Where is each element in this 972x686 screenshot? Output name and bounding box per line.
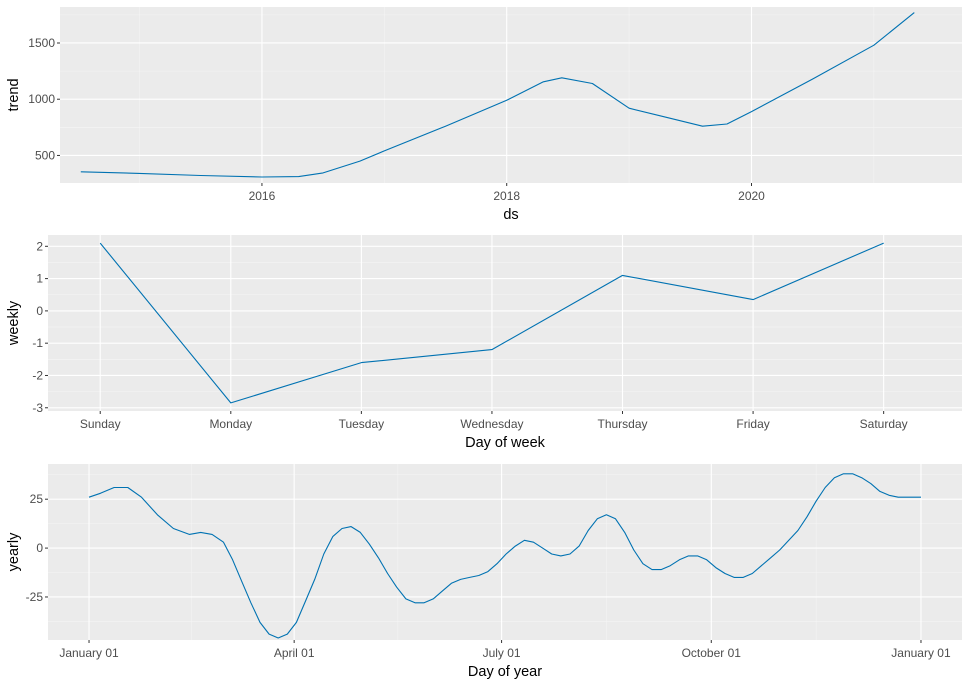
y-tick-label: 0 <box>36 304 43 318</box>
x-tick-label: April 01 <box>274 646 315 660</box>
x-tick-label: Thursday <box>597 417 647 431</box>
y-axis-title: weekly <box>6 300 22 346</box>
x-tick-label: Wednesday <box>460 417 523 431</box>
y-tick-label: 1500 <box>28 36 55 50</box>
y-axis-title: trend <box>6 78 22 111</box>
panel-background <box>48 464 962 640</box>
y-tick-label: -25 <box>26 590 44 604</box>
x-tick-label: July 01 <box>483 646 521 660</box>
series-line <box>88 473 921 639</box>
x-tick-label: Saturday <box>860 417 908 431</box>
x-tick-label: Friday <box>736 417 769 431</box>
y-tick-label: 0 <box>36 541 43 555</box>
y-tick-label: 1000 <box>28 92 55 106</box>
x-tick-label: January 01 <box>59 646 119 660</box>
series-line <box>99 242 884 404</box>
x-tick-label: October 01 <box>682 646 742 660</box>
y-tick-label: 2 <box>36 239 43 253</box>
yearly-panel: -25 0 25 January 01 April 01 July 01 October 0… <box>6 464 962 680</box>
y-tick-label: -2 <box>32 368 43 382</box>
x-axis-title: Day of year <box>468 664 542 680</box>
trend-panel: 500 1000 1500 2016 2018 2020 ds trend <box>6 7 962 223</box>
x-tick-label: Tuesday <box>339 417 385 431</box>
x-tick-label: 2020 <box>738 189 765 203</box>
y-axis-title: yearly <box>6 532 22 571</box>
x-tick-label: Sunday <box>80 417 121 431</box>
y-tick-label: 25 <box>30 492 44 506</box>
x-tick-label: January 01 <box>891 646 951 660</box>
x-axis-title: ds <box>503 207 518 223</box>
panel-background <box>60 7 962 183</box>
y-tick-label: -3 <box>32 401 43 415</box>
weekly-panel: -3 -2 -1 0 1 2 Sunday Monday Tuesday Wednesday Thu… <box>6 235 962 451</box>
x-tick-label: Monday <box>209 417 252 431</box>
series-line <box>80 12 915 178</box>
y-tick-label: -1 <box>32 336 43 350</box>
x-tick-label: 2016 <box>249 189 276 203</box>
x-axis-title: Day of week <box>465 435 546 451</box>
x-tick-label: 2018 <box>493 189 520 203</box>
panel-background <box>48 235 962 411</box>
y-tick-label: 500 <box>35 148 55 162</box>
y-tick-label: 1 <box>36 272 43 286</box>
